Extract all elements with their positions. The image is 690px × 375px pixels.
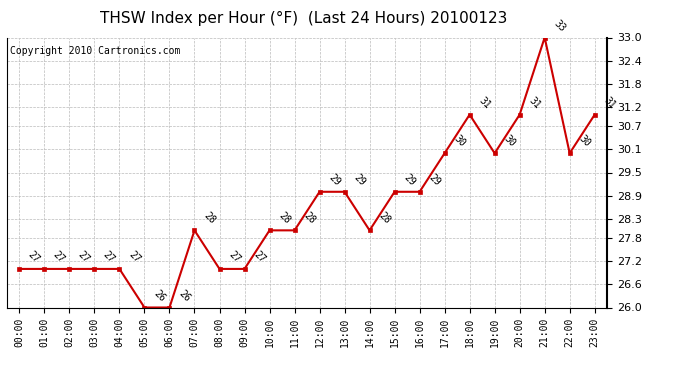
Text: 27: 27 [77, 249, 92, 265]
Text: 33: 33 [551, 18, 567, 33]
Text: 31: 31 [526, 95, 542, 111]
Text: 31: 31 [477, 95, 492, 111]
Text: 29: 29 [326, 172, 342, 188]
Text: THSW Index per Hour (°F)  (Last 24 Hours) 20100123: THSW Index per Hour (°F) (Last 24 Hours)… [100, 11, 507, 26]
Text: 28: 28 [277, 211, 292, 226]
Text: 27: 27 [101, 249, 117, 265]
Text: 30: 30 [502, 134, 517, 149]
Text: 29: 29 [351, 172, 367, 188]
Text: 30: 30 [577, 134, 592, 149]
Text: 27: 27 [26, 249, 41, 265]
Text: 27: 27 [226, 249, 242, 265]
Text: 27: 27 [251, 249, 267, 265]
Text: 27: 27 [51, 249, 67, 265]
Text: 31: 31 [602, 95, 617, 111]
Text: Copyright 2010 Cartronics.com: Copyright 2010 Cartronics.com [10, 46, 180, 56]
Text: 28: 28 [377, 211, 392, 226]
Text: 26: 26 [177, 288, 192, 303]
Text: 29: 29 [402, 172, 417, 188]
Text: 30: 30 [451, 134, 467, 149]
Text: 27: 27 [126, 249, 141, 265]
Text: 28: 28 [201, 211, 217, 226]
Text: 28: 28 [302, 211, 317, 226]
Text: 26: 26 [151, 288, 167, 303]
Text: 29: 29 [426, 172, 442, 188]
